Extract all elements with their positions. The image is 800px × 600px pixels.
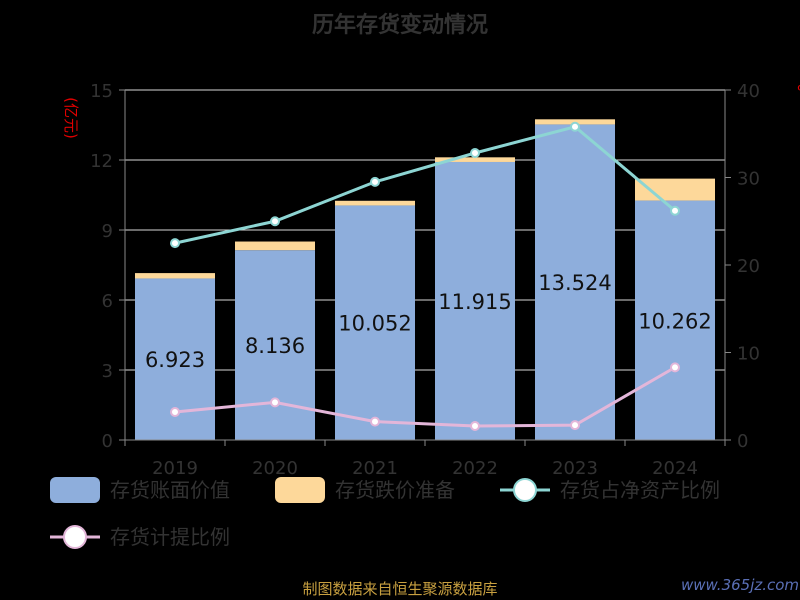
- point-provision-ratio: [270, 397, 280, 408]
- bar-book-value: [635, 200, 715, 440]
- left-tick-label: 3: [102, 361, 113, 382]
- right-tick-label: 20: [737, 256, 760, 277]
- x-tick-label: 2020: [252, 458, 298, 479]
- legend-provision-ratio: 存货计提比例: [50, 525, 230, 549]
- bar-value-label: 10.262: [638, 309, 711, 333]
- point-ratio-net-assets: [170, 238, 180, 249]
- left-tick-label: 12: [90, 151, 113, 172]
- point-ratio-net-assets: [470, 148, 480, 158]
- point-provision-ratio: [170, 407, 180, 417]
- point-provision-ratio: [470, 421, 480, 431]
- bar-value-label: 10.052: [338, 312, 411, 336]
- x-tick-label: 2022: [452, 458, 498, 479]
- left-tick-label: 15: [90, 81, 113, 102]
- x-tick-label: 2019: [152, 458, 198, 479]
- point-ratio-net-assets: [370, 176, 380, 187]
- legend-impairment: 存货跌价准备: [275, 477, 455, 503]
- x-tick-label: 2024: [652, 458, 698, 479]
- line-ratio-net-assets: [174, 125, 676, 245]
- legend-swatch: [275, 477, 325, 503]
- left-axis-unit: (亿元): [62, 97, 80, 139]
- legend-label: 存货占净资产比例: [560, 478, 720, 502]
- right-tick-label: 40: [737, 81, 760, 102]
- x-tick-label: 2023: [552, 458, 598, 479]
- source-note: 制图数据来自恒生聚源数据库: [302, 580, 497, 598]
- bar-impairment: [435, 157, 515, 162]
- line-provision-ratio: [174, 366, 676, 428]
- point-ratio-net-assets: [670, 205, 680, 216]
- right-tick-label: 30: [737, 169, 760, 190]
- point-provision-ratio: [570, 420, 580, 431]
- point-ratio-net-assets: [270, 216, 280, 227]
- bar-value-label: 11.915: [438, 290, 511, 314]
- bar-value-label: 8.136: [245, 334, 305, 358]
- legend-swatch: [50, 477, 100, 503]
- bar-book-value: [335, 205, 415, 440]
- left-tick-label: 6: [102, 291, 113, 312]
- legend-marker: [63, 525, 87, 549]
- point-provision-ratio: [370, 416, 380, 427]
- legend-book-value: 存货账面价值: [50, 477, 230, 503]
- x-tick-label: 2021: [352, 458, 398, 479]
- legend-ratio-net-assets: 存货占净资产比例: [500, 478, 720, 502]
- right-tick-label: 10: [737, 344, 760, 365]
- legend-label: 存货跌价准备: [335, 478, 455, 502]
- bar-impairment: [635, 178, 715, 201]
- chart-title: 历年存货变动情况: [312, 12, 488, 38]
- legend-label: 存货计提比例: [110, 525, 230, 549]
- left-tick-label: 9: [102, 221, 113, 242]
- bar-labels: 6.923 8.136 10.052 11.915 13.524 10.262: [145, 271, 712, 372]
- point-ratio-net-assets: [570, 121, 580, 132]
- bar-value-label: 6.923: [145, 348, 205, 372]
- right-axis-unit: %: [797, 82, 800, 100]
- bar-book-value: [535, 124, 615, 440]
- right-tick-label: 0: [737, 431, 748, 452]
- watermark: www.365jz.com: [681, 576, 799, 594]
- bar-book-value: [435, 161, 515, 440]
- lines: [170, 121, 680, 431]
- legend-label: 存货账面价值: [110, 478, 230, 502]
- bar-impairment: [235, 241, 315, 251]
- bar-impairment: [135, 273, 215, 279]
- legend-marker: [513, 478, 537, 502]
- bar-impairment: [335, 200, 415, 206]
- left-tick-label: 0: [102, 431, 113, 452]
- axes: 0 3 6 9 12 15 0 10 20 30 40 2019 2020 2021 2022 2023 202…: [90, 81, 760, 479]
- bar-value-label: 13.524: [538, 271, 611, 295]
- point-provision-ratio: [670, 362, 680, 373]
- grid: [125, 89, 725, 371]
